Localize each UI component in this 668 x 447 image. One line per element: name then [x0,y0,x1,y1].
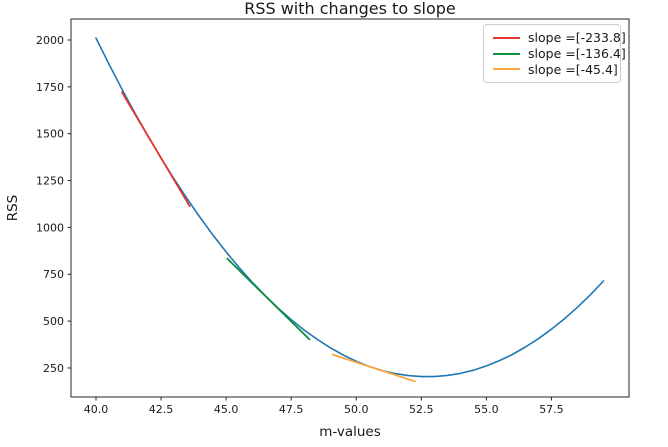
y-tick-label: 1500 [36,128,64,141]
legend-line-swatch [493,52,520,55]
y-tick-label: 1750 [36,81,64,94]
x-tick-label: 50.0 [344,403,369,416]
x-tick-label: 52.5 [409,403,434,416]
y-tick-label: 1000 [36,221,64,234]
y-tick-label: 1250 [36,175,64,188]
tangent-line [226,257,311,341]
legend-label: slope =[-233.8] [528,30,626,46]
y-axis-label: RSS [5,195,21,222]
legend-label: slope =[-45.4] [528,61,618,77]
x-tick-label: 55.0 [474,403,499,416]
legend-line-swatch [493,36,520,39]
legend-line-swatch [493,68,520,71]
y-tick-label: 250 [43,362,64,375]
x-tick-label: 40.0 [84,403,109,416]
y-tick-label: 2000 [36,34,64,47]
axes-spines [70,18,630,398]
tangent-line [121,91,191,208]
legend-label: slope =[-136.4] [528,46,626,61]
legend-item: slope =[-136.4] [493,46,626,62]
y-tick-label: 500 [43,315,64,328]
x-tick-label: 45.0 [214,403,239,416]
rss-curve-line [95,37,605,378]
y-tick-label: 750 [43,268,64,281]
legend: slope =[-233.8] slope =[-136.4] slope =[-4… [483,24,626,83]
chart-title: RSS with changes to slope [244,0,456,18]
x-tick-label: 57.5 [539,403,564,416]
tangent-line [331,353,416,383]
x-axis-label: m-values [319,424,381,440]
legend-item: slope =[-45.4] [493,61,618,77]
x-tick-label: 42.5 [149,403,174,416]
x-tick-label: 47.5 [279,403,304,416]
legend-item: slope =[-233.8] [493,30,626,46]
